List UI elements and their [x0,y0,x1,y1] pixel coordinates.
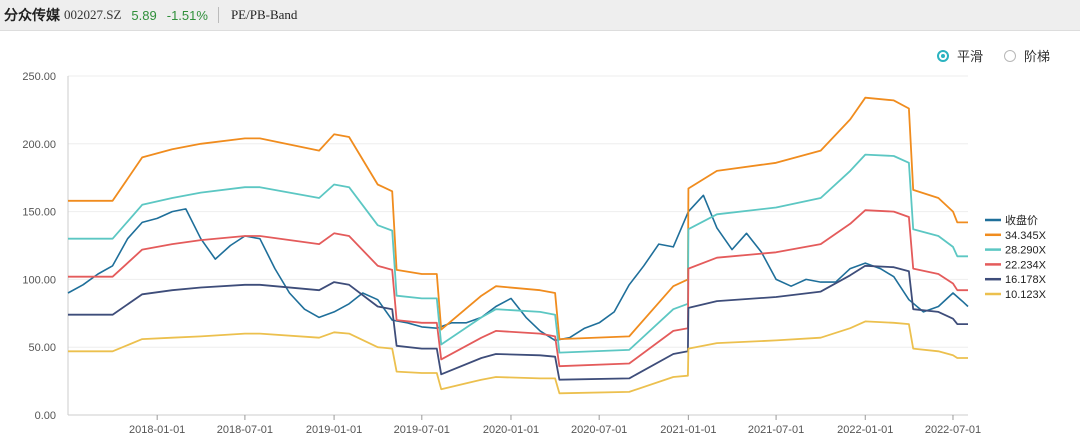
radio-selected-icon[interactable] [937,49,949,62]
series-lines [67,96,969,395]
legend-label: 10.123X [1005,289,1047,301]
x-tick-label: 2022-07-01 [925,424,981,436]
axes: 0.00 50.00 100.00 150.00 200.00 250.00 2018-01… [22,71,981,436]
x-tick-label: 2019-01-01 [306,424,362,436]
smooth-label: 平滑 [957,49,984,64]
stock-name: 分众传媒 [4,7,60,23]
header-divider [217,7,219,23]
legend-label: 16.178X [1005,274,1047,286]
y-tick-label: 0.00 [35,410,56,422]
x-tick-label: 2019-07-01 [394,424,450,436]
y-tick-label: 200.00 [22,139,56,151]
x-tick-label: 2021-01-01 [660,424,716,436]
x-tick-label: 2018-01-01 [129,424,185,436]
series-line-2 [68,153,968,354]
series-line-4 [68,264,968,381]
grid-lines [68,75,968,416]
y-tick-label: 100.00 [22,274,56,286]
stock-change: -1.51% [166,7,208,23]
series-line-3 [68,209,968,368]
x-tick-label: 2020-01-01 [483,424,539,436]
y-tick-label: 150.00 [22,207,56,219]
smooth-option[interactable]: 平滑 [937,46,983,65]
series-line-1 [68,96,968,340]
legend-label: 22.234X [1005,259,1047,271]
x-tick-label: 2020-07-01 [571,424,627,436]
y-tick-label: 50.00 [28,342,56,354]
stock-header: 分众传媒 002027.SZ 5.89 -1.51% PE/PB-Band [0,0,1080,31]
band-mode-label: PE/PB-Band [230,7,298,22]
series-line-5 [68,320,968,395]
legend-label: 34.345X [1005,230,1047,242]
radio-unselected-icon[interactable] [1004,49,1016,62]
legend-label: 28.290X [1005,245,1047,257]
stock-code: 002027.SZ [64,7,122,22]
step-option[interactable]: 阶梯 [1004,46,1050,65]
legend: 收盘价 34.345X 28.290X 22.234X 16.178X 10.123X [985,213,1047,301]
step-label: 阶梯 [1024,49,1051,64]
x-tick-label: 2021-07-01 [748,424,804,436]
legend-label: 收盘价 [1005,213,1038,227]
y-tick-label: 250.00 [22,71,56,83]
stock-price: 5.89 [131,7,157,23]
x-tick-label: 2018-07-01 [217,424,273,436]
series-line-0 [67,194,969,342]
x-tick-label: 2022-01-01 [837,424,893,436]
